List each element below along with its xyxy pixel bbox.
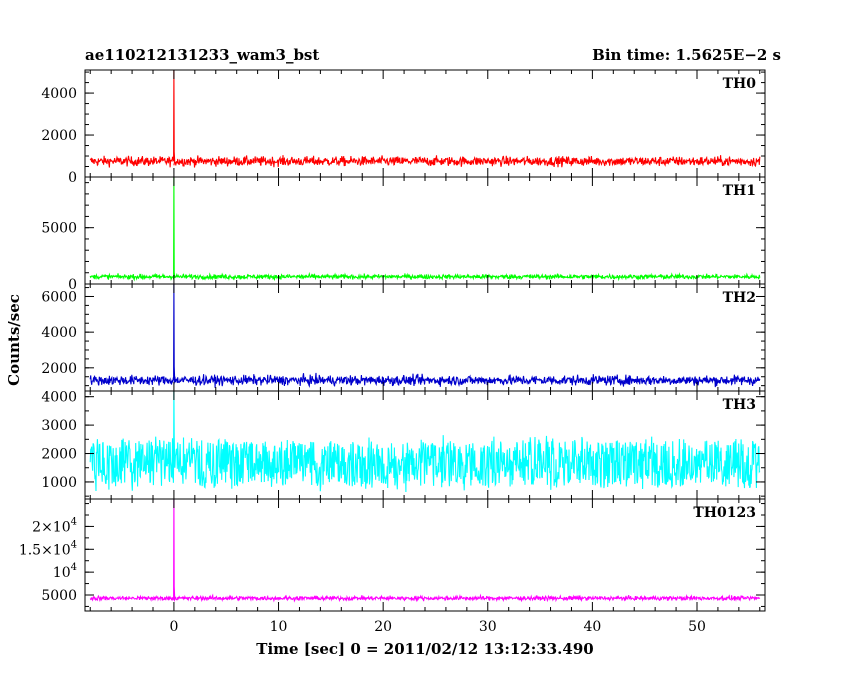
y-tick-label: 2×104 [32, 516, 77, 535]
y-tick-label: 0 [68, 277, 77, 293]
y-tick-label: 2000 [41, 361, 77, 377]
x-tick-label: 30 [479, 619, 497, 635]
panel-label-th1: TH1 [723, 183, 756, 199]
bin-time-label: Bin time: 1.5625E−2 s [592, 46, 781, 64]
y-tick-label: 4000 [41, 325, 77, 341]
y-tick-label: 1.5×104 [19, 539, 77, 558]
y-tick-label: 6000 [41, 289, 77, 305]
y-tick-label: 3000 [41, 418, 77, 434]
panel-th0: 0 2000 4000 TH0 [41, 69, 766, 186]
y-tick-label: 0 [68, 170, 77, 186]
panels-group: 0 2000 4000 TH0 0 5000 TH1 2000 4000 6000 TH2 1000 2… [19, 69, 766, 612]
panel-th3: 1000 2000 3000 4000 TH3 [41, 390, 766, 500]
panel-th1: 0 5000 TH1 [41, 176, 766, 293]
x-tick-labels: 0 10 20 30 40 50 [169, 619, 705, 635]
panel-frame [84, 498, 766, 612]
series-line-th0123 [89, 499, 761, 603]
y-tick-label: 2000 [41, 447, 77, 463]
panel-th0123: 5000 104 1.5×104 2×104 TH0123 [19, 498, 766, 612]
x-tick-label: 0 [169, 619, 178, 635]
y-tick-label: 4000 [41, 86, 77, 102]
x-tick-label: 50 [688, 619, 706, 635]
y-tick-label: 5000 [41, 221, 77, 237]
panel-label-th0123: TH0123 [693, 505, 756, 521]
panel-label-th2: TH2 [723, 290, 756, 306]
panel-frame [84, 283, 766, 392]
panel-frame [84, 176, 766, 285]
series-line-th3 [89, 391, 761, 493]
panel-label-th0: TH0 [723, 76, 757, 92]
y-tick-label: 2000 [41, 128, 77, 144]
y-tick-label: 104 [53, 562, 77, 581]
y-tick-label: 4000 [41, 390, 77, 406]
chart-title: ae110212131233_wam3_bst [85, 46, 319, 64]
x-tick-label: 10 [270, 619, 288, 635]
panel-label-th3: TH3 [723, 397, 756, 413]
panel-th2: 2000 4000 6000 TH2 [41, 283, 766, 392]
y-tick-label: 1000 [41, 475, 77, 491]
y-axis-label: Counts/sec [5, 294, 23, 386]
series-line-th0 [89, 70, 761, 168]
x-axis-label: Time [sec] 0 = 2011/02/12 13:12:33.490 [256, 640, 593, 658]
y-tick-label: 5000 [41, 588, 77, 604]
x-tick-label: 20 [374, 619, 392, 635]
series-line-th2 [89, 284, 761, 389]
x-tick-label: 40 [583, 619, 601, 635]
series-line-th1 [89, 177, 761, 282]
